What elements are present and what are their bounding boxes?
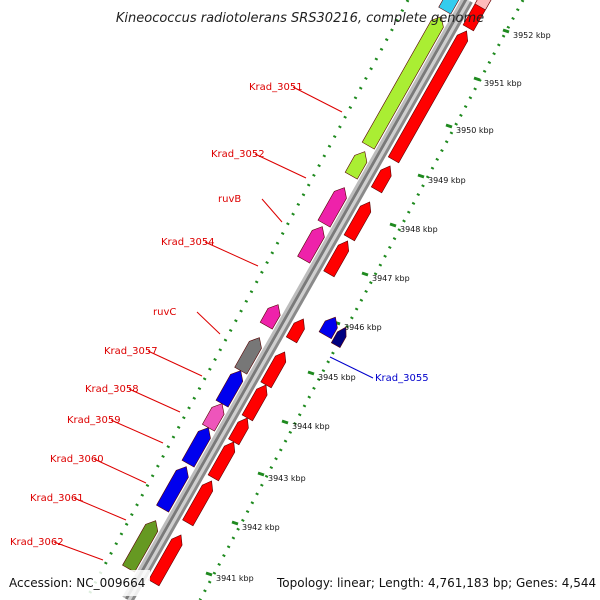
leader-line [147,350,203,377]
label-layer: Krad_3051 Krad_3052 ruvB Krad_3054 ruvC Krad_… [10,82,429,561]
gene-label-krad-3052: Krad_3052 [211,149,265,160]
gene-krad-3051 [361,16,444,150]
gene-ruvc [259,304,281,330]
gene-label-krad-3061: Krad_3061 [30,493,84,504]
scale-tick-label: 3942 kbp [242,523,280,532]
leader-line [204,241,259,267]
cds-feature [182,480,214,527]
leader-line [93,458,147,484]
backbone-stroke [127,0,471,600]
gene-label-krad-3054: Krad_3054 [161,237,215,248]
scale-tick [389,222,397,228]
leader-line [53,541,104,561]
gene-label-krad-3057: Krad_3057 [104,346,158,357]
accession-backdrop [0,570,150,596]
backbone-stroke [122,0,464,599]
leader-line [73,497,127,521]
leader-line [128,388,181,413]
backbone-layer [122,0,473,600]
scale-tick [231,520,239,526]
gene-krad-3054 [297,226,325,264]
scale-tick [445,123,453,129]
scale-tick-label: 3950 kbp [456,126,494,135]
cds-feature [387,30,469,164]
scale-tick [307,370,315,376]
scale-tick-label: 3951 kbp [484,79,522,88]
cds-partial-top [474,0,492,11]
gene-ruvb [317,187,347,228]
gene-label-krad-3062: Krad_3062 [10,537,64,548]
scale-tick-label: 3943 kbp [268,474,306,483]
scale-tick [205,571,213,577]
scale-tick [417,173,425,179]
scale-tick-label: 3945 kbp [318,373,356,382]
scale-tick [473,76,481,82]
accession-text: Accession: NC_009664 [9,576,145,590]
cds-feature [323,240,350,278]
gene-label-krad-3051: Krad_3051 [249,82,303,93]
gene-label-krad-3060: Krad_3060 [50,454,104,465]
gene-label-ruvb: ruvB [218,194,241,205]
gene-layer [122,0,492,573]
scale-tick-label: 3952 kbp [513,31,551,40]
leader-line [292,86,343,113]
cds-feature [343,201,372,242]
scale-tick-label: 3947 kbp [372,274,410,283]
scale-line [198,0,525,600]
map-title: Kineococcus radiotolerans SRS30216, comp… [116,11,484,26]
gene-label-krad-3055: Krad_3055 [375,373,429,384]
scale-tick-label: 3941 kbp [216,574,254,583]
gene-krad-3052 [344,151,368,180]
cds-feature [370,165,392,194]
topology-text: Topology: linear; Length: 4,761,183 bp; … [276,576,596,590]
left-guide-line [84,0,410,600]
leader-line [254,153,307,179]
scale-tick-label: 3949 kbp [428,176,466,185]
gene-krad-3060 [181,427,211,468]
backbone-stroke [124,0,468,600]
scale-tick [502,28,510,34]
cds-feature [207,441,236,482]
gene-krad-3055 [318,316,338,340]
leader-line [261,198,283,223]
topology-backdrop [272,570,600,596]
leader-line [329,356,374,379]
scale-tick-label: 3948 kbp [400,225,438,234]
gene-label-krad-3058: Krad_3058 [85,384,139,395]
scale-tick-label: 3946 kbp [344,323,382,332]
cds-feature [148,534,183,587]
leader-line [196,311,221,335]
gene-krad-3061 [156,466,189,513]
gene-krad-3062 [122,520,159,573]
scale-tick [361,271,369,277]
scale-tick-label: 3944 kbp [292,422,330,431]
gene-label-krad-3059: Krad_3059 [67,415,121,426]
scale-tick [257,471,265,477]
leader-line [110,419,164,444]
scale-tick [281,419,289,425]
gene-partial-top [438,0,460,15]
cds-layer [148,0,492,587]
gene-label-ruvc: ruvC [153,307,176,318]
backbone-stroke [130,1,473,600]
scale-layer: 3952 kbp 3951 kbp 3950 kbp 3949 kbp 3948 kbp… [84,0,551,600]
gene-krad-3055-partner [330,326,347,349]
cds-feature [285,318,305,344]
